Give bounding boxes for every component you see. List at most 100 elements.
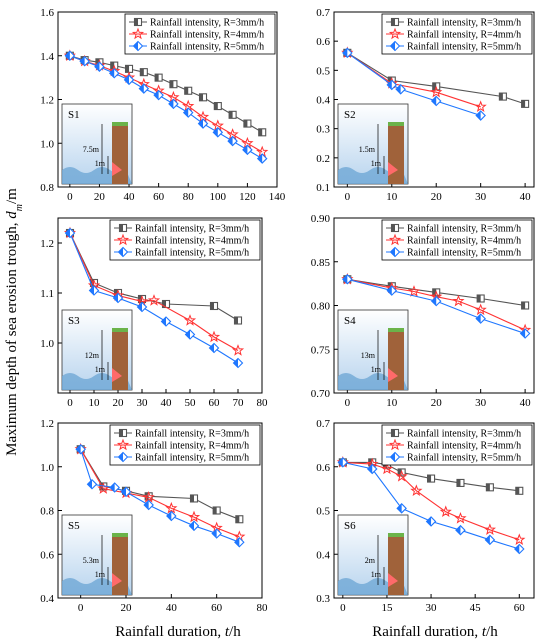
chart-panel-S1: 0.8 1.0 1.2 1.4 1.6 0 20 40 60 80 100 120 140 7.5m 1m S…: [40, 7, 286, 203]
inset-height-label: 1.5m: [359, 145, 376, 154]
data-point-fill: [65, 228, 70, 238]
data-point-fill: [110, 62, 115, 70]
x-tick-label: 80: [257, 397, 269, 409]
data-point-fill: [228, 136, 233, 146]
data-point-fill: [89, 286, 94, 295]
data-point-fill: [388, 77, 392, 85]
legend-box: [381, 219, 533, 261]
legend-label: Rainfall intensity, R=4mm/h: [407, 30, 521, 41]
x-tick-label: 50: [185, 397, 197, 409]
x-tick-label: 40: [161, 397, 173, 409]
vegetation: [388, 533, 404, 537]
legend-box: [381, 424, 533, 466]
y-tick-label: 0.90: [311, 213, 331, 225]
data-point-fill: [234, 537, 240, 547]
legend-marker-fill: [390, 452, 395, 462]
x-tick-label: 20: [431, 397, 443, 409]
data-point-fill: [154, 90, 159, 100]
legend-marker-fill: [133, 41, 138, 51]
x-tick-label: 30: [475, 397, 487, 409]
data-point-fill: [520, 329, 526, 338]
y-tick-label: 0.75: [311, 344, 331, 356]
data-point-fill: [243, 120, 248, 128]
legend-marker-fill: [391, 429, 395, 437]
x-tick-label: 0: [67, 191, 73, 203]
x-tick-label: 30: [426, 602, 438, 614]
y-tick-label: 1.2: [40, 418, 54, 430]
legend-marker: [116, 438, 130, 451]
y-tick-label: 0.6: [40, 549, 54, 561]
data-point-fill: [431, 96, 437, 106]
chart-panel-S6: 0.3 0.4 0.5 0.6 0.7 0 15 30 45 60 2m 1m S6 Rainfall i…: [316, 418, 535, 614]
data-point-fill: [397, 503, 402, 513]
data-point-fill: [166, 511, 172, 521]
legend-marker-fill: [118, 247, 123, 257]
panel-label: S6: [344, 520, 356, 532]
data-point-fill: [161, 317, 166, 326]
y-tick-label: 0.7: [316, 7, 330, 19]
data-point-fill: [189, 521, 194, 531]
data-point: [142, 490, 155, 503]
x-tick-label: 20: [121, 602, 133, 614]
x-tick-label: 40: [520, 397, 532, 409]
cliff: [112, 535, 128, 595]
legend-marker: [388, 233, 402, 246]
vegetation: [112, 122, 128, 126]
data-point: [97, 482, 110, 494]
data-point-fill: [169, 80, 174, 88]
data-point-fill: [76, 444, 81, 454]
data-point: [187, 510, 201, 523]
data-point-fill: [485, 535, 490, 545]
x-tick-label: 140: [269, 191, 286, 203]
data-point-fill: [476, 111, 481, 121]
data-point-fill: [396, 84, 401, 94]
legend-marker-fill: [391, 18, 395, 26]
data-point-fill: [109, 68, 115, 78]
data-point-fill: [342, 48, 348, 58]
panel-label: S5: [68, 520, 80, 532]
data-point-fill: [515, 487, 520, 495]
erosion-trough: [112, 573, 122, 587]
y-tick-label: 1.2: [40, 238, 54, 250]
legend-label: Rainfall intensity, R=3mm/h: [407, 429, 521, 440]
y-tick-label: 0.5: [316, 506, 330, 518]
x-tick-label: 70: [233, 397, 245, 409]
data-point: [407, 285, 421, 297]
legend-label: Rainfall intensity, R=5mm/h: [150, 42, 264, 53]
x-axis-title-left: Rainfall duration, t/h: [115, 624, 241, 640]
legend-marker-fill: [390, 41, 395, 51]
inset-offset-label: 1m: [371, 570, 382, 579]
data-point: [439, 505, 452, 518]
x-tick-label: 10: [386, 191, 398, 203]
data-point-fill: [162, 300, 166, 308]
inset-offset-label: 1m: [95, 159, 106, 168]
inset-offset-label: 1m: [371, 365, 382, 374]
data-point: [483, 523, 496, 535]
y-tick-label: 1.1: [40, 288, 54, 300]
series-line: [69, 232, 239, 351]
data-point-fill: [258, 128, 263, 136]
legend-label: Rainfall intensity, R=5mm/h: [407, 453, 521, 464]
x-tick-label: 30: [137, 397, 149, 409]
data-point-fill: [95, 58, 100, 66]
cliff: [388, 535, 404, 595]
y-tick-label: 0.5: [316, 65, 330, 77]
y-tick-label: 1.0: [40, 338, 54, 350]
data-point-fill: [140, 68, 144, 76]
data-point: [183, 314, 197, 326]
data-point-fill: [125, 65, 130, 73]
legend-marker-fill: [390, 247, 395, 257]
x-tick-label: 80: [183, 191, 195, 203]
data-point-fill: [456, 479, 461, 487]
legend-label: Rainfall intensity, R=3mm/h: [135, 224, 249, 235]
x-tick-label: 20: [113, 397, 125, 409]
plot-frame: [57, 217, 263, 394]
y-tick-label: 0.2: [316, 153, 330, 165]
legend-label: Rainfall intensity, R=5mm/h: [135, 453, 249, 464]
chart-panel-S4: 0.70 0.75 0.80 0.85 0.90 0 10 20 30 40 13m 1m S4 Rain…: [311, 213, 535, 409]
x-tick-label: 15: [381, 602, 393, 614]
inset-offset-label: 1m: [95, 365, 106, 374]
erosion-trough: [388, 162, 398, 176]
x-tick-label: 30: [475, 191, 487, 203]
